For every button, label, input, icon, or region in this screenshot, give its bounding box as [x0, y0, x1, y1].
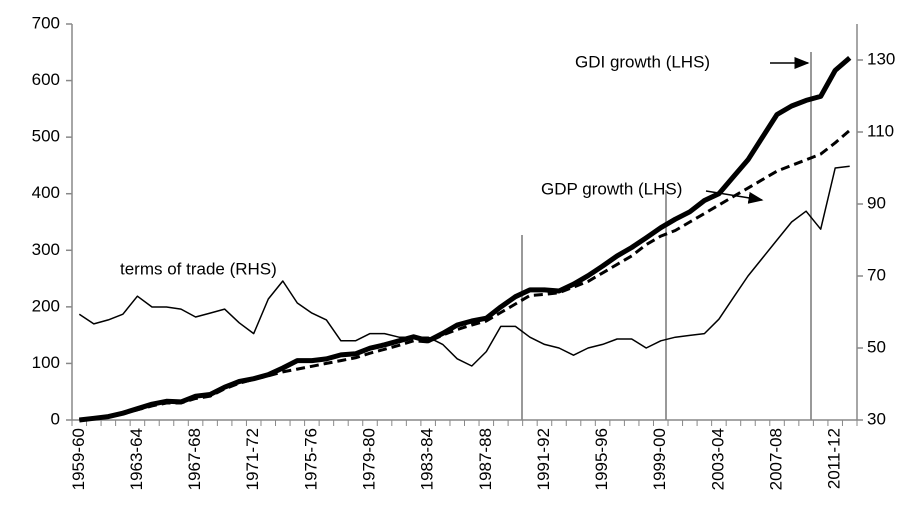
annotation-guides [521, 52, 812, 420]
x-tick-label: 1979-80 [359, 428, 378, 490]
series-line [78, 165, 850, 367]
y-tick-label: 600 [32, 70, 60, 89]
series-line [79, 56, 852, 423]
x-tick-label: 1999-00 [650, 428, 669, 490]
annotation: GDI growth (LHS) [575, 52, 710, 71]
x-tick-label: 1995-96 [592, 428, 611, 490]
x-tick-label: 1975-76 [301, 428, 320, 490]
x-tick-label: 1967-68 [185, 428, 204, 490]
annotation: terms of trade (RHS) [120, 259, 277, 278]
x-tick-label: 1987-88 [476, 428, 495, 490]
x-tick-label: 1959-60 [69, 428, 88, 490]
y2-tick-label: 50 [867, 337, 886, 356]
x-tick-label: 1963-64 [127, 428, 146, 490]
x-tick-label: 1971-72 [243, 428, 262, 490]
y2-tick-label: 110 [867, 121, 894, 140]
y2-tick-label: 30 [867, 409, 886, 428]
x-tick-label: 2007-08 [767, 428, 786, 490]
y-tick-label: 500 [32, 127, 60, 146]
x-tick-label: 2003-04 [708, 428, 727, 490]
x-tick-label: 1983-84 [418, 428, 437, 490]
y-tick-label: 700 [32, 13, 60, 32]
x-tick-label: 1991-92 [534, 428, 553, 490]
series-line [79, 129, 851, 422]
y-tick-label: 100 [32, 353, 60, 372]
y-tick-label: 0 [51, 409, 60, 428]
x-tick-label: 2011-12 [825, 428, 844, 489]
y-tick-label: 400 [32, 183, 60, 202]
y-tick-label: 300 [32, 240, 60, 259]
y2-tick-label: 90 [867, 193, 886, 212]
y-tick-label: 200 [32, 296, 60, 315]
annotation: GDP growth (LHS) [541, 179, 682, 198]
y2-tick-label: 70 [867, 265, 886, 284]
y2-tick-label: 130 [867, 49, 895, 68]
